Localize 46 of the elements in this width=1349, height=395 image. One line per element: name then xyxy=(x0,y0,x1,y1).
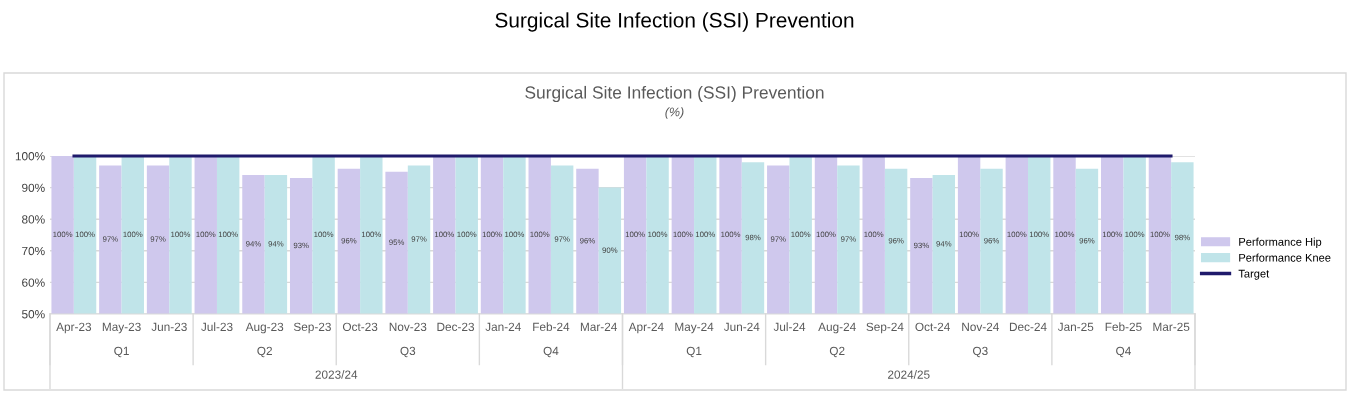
legend-label: Performance Hip xyxy=(1239,237,1322,248)
x-tick-label: Mar-25 xyxy=(1153,322,1190,331)
x-tick-label: Oct-24 xyxy=(915,322,950,331)
legend-label: Performance Knee xyxy=(1239,253,1331,262)
text: Q1 xyxy=(114,346,129,358)
x-tick-label: Aug-24 xyxy=(818,322,856,334)
x-tick-label: Jul-23 xyxy=(201,322,233,331)
text: Surgical Site Infection (SSI) Prevention xyxy=(525,85,824,103)
x-tick-label: Apr-24 xyxy=(628,322,664,334)
x-tick-label: Oct-23 xyxy=(342,322,378,331)
x-tick-label: Sep-23 xyxy=(293,322,331,334)
x-tick-label: Mar-24 xyxy=(580,322,617,331)
x-tick-label: May-23 xyxy=(102,322,141,334)
text: Q2 xyxy=(257,346,272,358)
text: Q2 xyxy=(829,346,845,358)
chart-title: Surgical Site Infection (SSI) Prevention xyxy=(495,12,854,32)
text: Q4 xyxy=(1116,346,1131,358)
y-tick-label: 80% xyxy=(22,215,45,224)
x-tick-label: Dec-23 xyxy=(437,322,475,331)
x-tick-label: Jul-24 xyxy=(773,322,806,331)
text: Q3 xyxy=(973,346,988,358)
text: Q1 xyxy=(686,346,702,358)
x-tick-label: Sep-24 xyxy=(866,322,904,334)
x-tick-label: May-24 xyxy=(675,322,714,334)
x-tick-label: Jun-24 xyxy=(723,322,760,331)
x-tick-label: Jan-24 xyxy=(485,322,521,331)
x-tick-label: Nov-23 xyxy=(389,322,427,331)
text: 2024/25 xyxy=(888,370,930,379)
x-tick-label: Apr-23 xyxy=(56,322,92,334)
legend-label: Target xyxy=(1238,269,1270,280)
chart-subtitle: (%) xyxy=(665,107,684,119)
x-tick-label: Nov-24 xyxy=(962,322,999,331)
text: Q4 xyxy=(543,346,559,358)
x-tick-label: Jun-23 xyxy=(151,322,187,331)
x-tick-label: Feb-24 xyxy=(533,322,570,331)
y-tick-label: 60% xyxy=(22,278,45,287)
y-tick-label: 50% xyxy=(21,310,45,319)
text: Q3 xyxy=(400,346,416,358)
x-tick-label: Dec-24 xyxy=(1009,322,1047,331)
x-tick-label: Jan-25 xyxy=(1057,322,1094,331)
text: 2023/24 xyxy=(315,370,358,379)
y-tick-label: 100% xyxy=(15,152,45,161)
x-tick-label: Feb-25 xyxy=(1105,322,1142,331)
y-tick-label: 90% xyxy=(22,183,45,192)
x-tick-label: Aug-23 xyxy=(245,322,284,334)
y-tick-label: 70% xyxy=(22,246,45,256)
